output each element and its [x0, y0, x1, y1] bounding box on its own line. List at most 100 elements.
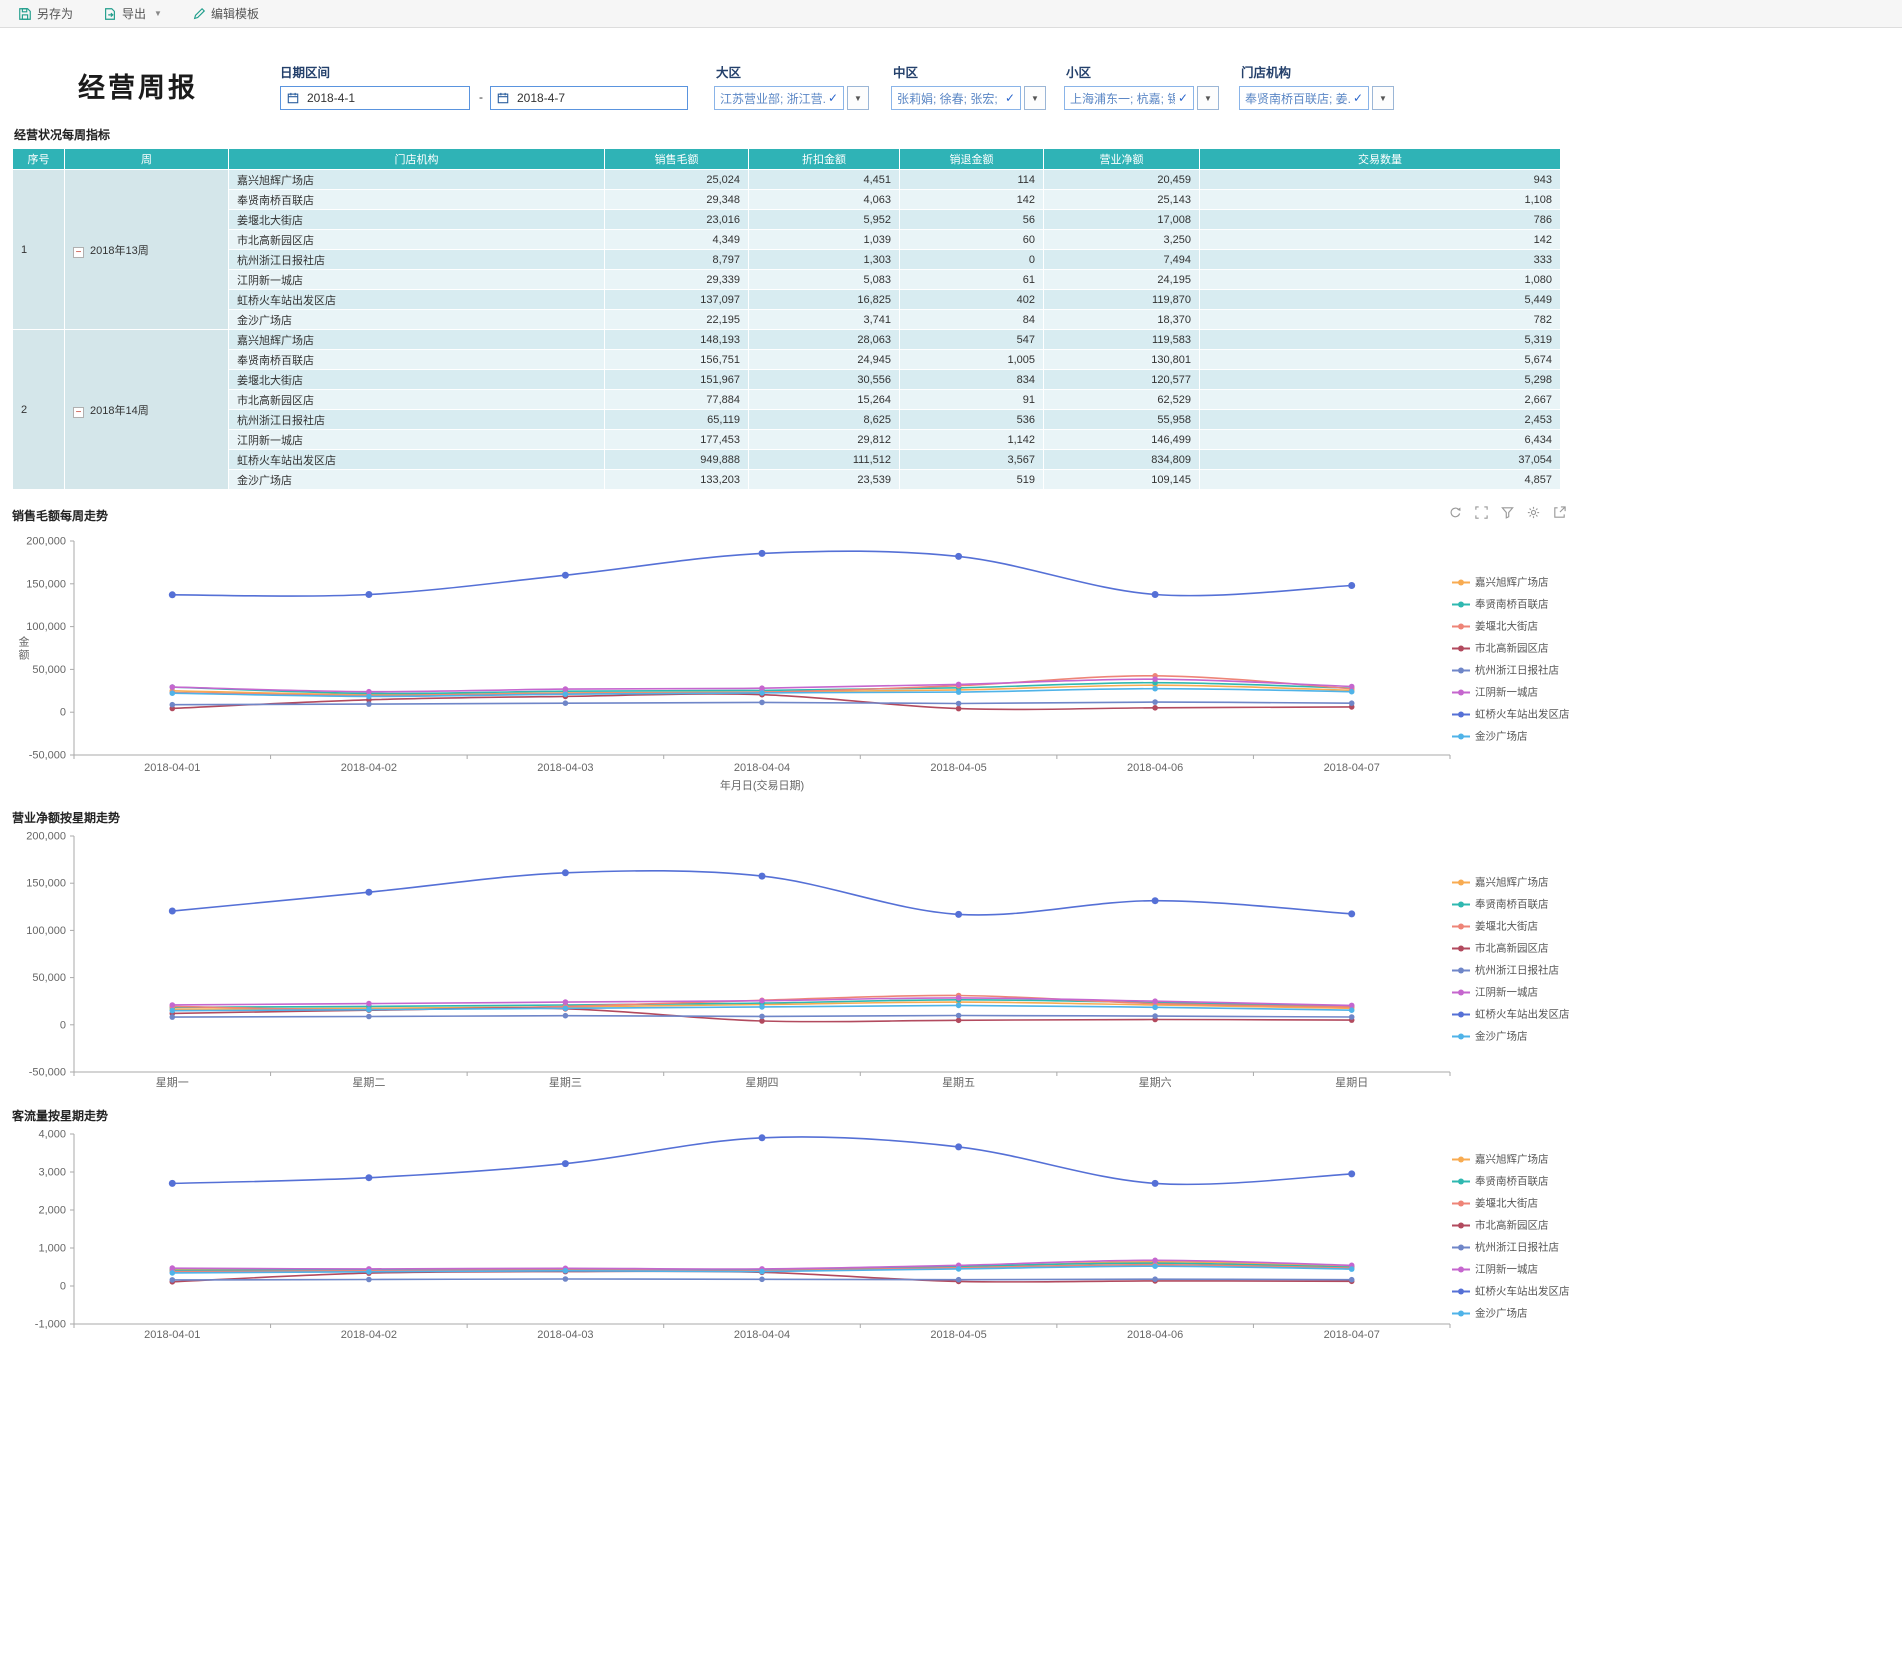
store-select[interactable]: 奉贤南桥百联店; 姜... ✓	[1239, 86, 1369, 110]
net-sales-cell: 17,008	[1043, 209, 1200, 230]
discount-cell: 4,063	[748, 189, 900, 210]
filter-icon[interactable]	[1500, 505, 1515, 525]
export-label: 导出	[122, 7, 147, 21]
transactions-cell: 2,453	[1199, 409, 1561, 430]
check-icon: ✓	[827, 91, 838, 105]
col-store: 门店机构	[228, 148, 605, 170]
store-cell: 嘉兴旭辉广场店	[228, 169, 605, 190]
net-sales-cell: 20,459	[1043, 169, 1200, 190]
export-button[interactable]: 导出 ▼	[103, 5, 162, 22]
chart-title: 客流量按星期走势	[12, 1108, 109, 1123]
legend-marker-icon	[1452, 1265, 1470, 1273]
legend-label: 嘉兴旭辉广场店	[1475, 876, 1549, 889]
legend-item[interactable]: 虹桥火车站出发区店	[1452, 1007, 1592, 1022]
svg-text:0: 0	[60, 1281, 66, 1293]
save-icon	[19, 7, 31, 20]
gross-sales-cell: 23,016	[604, 209, 749, 230]
legend-item[interactable]: 奉贤南桥百联店	[1452, 897, 1592, 912]
legend-label: 江阴新一城店	[1475, 1263, 1538, 1276]
legend-item[interactable]: 杭州浙江日报社店	[1452, 663, 1592, 678]
legend-label: 杭州浙江日报社店	[1475, 664, 1559, 677]
region-dropdown-button[interactable]: ▼	[847, 86, 869, 110]
returns-cell: 1,005	[899, 349, 1044, 370]
collapse-icon[interactable]: −	[73, 246, 84, 258]
legend-item[interactable]: 姜堰北大街店	[1452, 619, 1592, 634]
net-sales-line-chart[interactable]: -50,000 0 50,000 100,000 150,000 200,000 星期一 星期…	[12, 828, 1457, 1090]
gross-sales-cell: 65,119	[604, 409, 749, 430]
svg-text:星期日: 星期日	[1335, 1076, 1368, 1089]
traffic-line-chart[interactable]: -1,000 0 1,000 2,000 3,000 4,000 2018-04-01 201…	[12, 1126, 1457, 1346]
transactions-cell: 1,080	[1199, 269, 1561, 290]
region-select[interactable]: 江苏营业部; 浙江营... ✓	[714, 86, 844, 110]
table-header: 序号 周 门店机构 销售毛额 折扣金额 销退金额 营业净额 交易数量	[12, 148, 1561, 170]
svg-text:金: 金	[19, 635, 30, 649]
gear-icon[interactable]	[1526, 505, 1541, 525]
refresh-icon[interactable]	[1448, 505, 1463, 525]
legend-item[interactable]: 杭州浙江日报社店	[1452, 963, 1592, 978]
midzone-select[interactable]: 张莉娟; 徐春; 张宏; ... ✓	[891, 86, 1021, 110]
midzone-select-group: 张莉娟; 徐春; 张宏; ... ✓ ▼	[891, 86, 1046, 110]
edit-template-button[interactable]: 编辑模板	[192, 5, 259, 22]
legend-item[interactable]: 江阴新一城店	[1452, 1262, 1592, 1277]
fullscreen-icon[interactable]	[1474, 505, 1489, 525]
store-dropdown-button[interactable]: ▼	[1372, 86, 1394, 110]
subzone-select[interactable]: 上海浦东一; 杭嘉; 锡... ✓	[1064, 86, 1194, 110]
legend-label: 金沙广场店	[1475, 1030, 1528, 1043]
check-icon: ✓	[1004, 91, 1015, 105]
chart-legend: 嘉兴旭辉广场店 奉贤南桥百联店 姜堰北大街店 市北高新园区店 杭州浙江日报社店江阴新一城…	[1452, 1152, 1592, 1321]
export-chart-icon[interactable]	[1552, 505, 1567, 525]
date-from-field[interactable]	[280, 86, 470, 110]
date-to-input[interactable]	[515, 90, 681, 106]
legend-item[interactable]: 嘉兴旭辉广场店	[1452, 875, 1592, 890]
legend-item[interactable]: 姜堰北大街店	[1452, 919, 1592, 934]
legend-item[interactable]: 姜堰北大街店	[1452, 1196, 1592, 1211]
returns-cell: 1,142	[899, 429, 1044, 450]
legend-item[interactable]: 金沙广场店	[1452, 1029, 1592, 1044]
date-from-input[interactable]	[305, 90, 463, 106]
collapse-icon[interactable]: −	[73, 406, 84, 418]
legend-marker-icon	[1452, 1287, 1470, 1295]
save-as-button[interactable]: 另存为	[18, 5, 73, 22]
legend-item[interactable]: 江阴新一城店	[1452, 985, 1592, 1000]
legend-item[interactable]: 虹桥火车站出发区店	[1452, 1284, 1592, 1299]
legend-item[interactable]: 奉贤南桥百联店	[1452, 1174, 1592, 1189]
page-title: 经营周报	[78, 73, 198, 103]
legend-item[interactable]: 市北高新园区店	[1452, 941, 1592, 956]
transactions-cell: 1,108	[1199, 189, 1561, 210]
calendar-icon	[287, 92, 299, 104]
chart-gross-sales-section: 销售毛额每周走势 -50,000 0 50,000 100,000 150,000 200…	[12, 504, 1580, 792]
legend-item[interactable]: 市北高新园区店	[1452, 641, 1592, 656]
svg-text:150,000: 150,000	[26, 878, 66, 890]
svg-text:200,000: 200,000	[26, 831, 66, 843]
svg-text:0: 0	[60, 1019, 66, 1031]
legend-marker-icon	[1452, 966, 1470, 974]
legend-item[interactable]: 江阴新一城店	[1452, 685, 1592, 700]
date-to-field[interactable]	[490, 86, 688, 110]
legend-item[interactable]: 虹桥火车站出发区店	[1452, 707, 1592, 722]
legend-item[interactable]: 市北高新园区店	[1452, 1218, 1592, 1233]
table-title: 经营状况每周指标	[14, 128, 111, 142]
store-cell: 江阴新一城店	[228, 429, 605, 450]
legend-item[interactable]: 奉贤南桥百联店	[1452, 597, 1592, 612]
midzone-dropdown-button[interactable]: ▼	[1024, 86, 1046, 110]
net-sales-cell: 119,583	[1043, 329, 1200, 350]
legend-item[interactable]: 嘉兴旭辉广场店	[1452, 1152, 1592, 1167]
chart-legend: 嘉兴旭辉广场店 奉贤南桥百联店 姜堰北大街店 市北高新园区店杭州浙江日报社店江阴新一城…	[1452, 575, 1592, 744]
subzone-dropdown-button[interactable]: ▼	[1197, 86, 1219, 110]
legend-item[interactable]: 金沙广场店	[1452, 1306, 1592, 1321]
gross-sales-line-chart[interactable]: -50,000 0 50,000 100,000 150,000 200,000 2018-…	[12, 526, 1457, 792]
returns-cell: 0	[899, 249, 1044, 270]
legend-item[interactable]: 杭州浙江日报社店	[1452, 1240, 1592, 1255]
svg-text:2018-04-01: 2018-04-01	[144, 1329, 200, 1341]
gross-sales-cell: 77,884	[604, 389, 749, 410]
discount-cell: 15,264	[748, 389, 900, 410]
legend-item[interactable]: 嘉兴旭辉广场店	[1452, 575, 1592, 590]
legend-label: 姜堰北大街店	[1475, 920, 1538, 933]
legend-item[interactable]: 金沙广场店	[1452, 729, 1592, 744]
table-row: 金沙广场店 22,195 3,741 84 18,370 782	[13, 309, 1561, 330]
legend-label: 市北高新园区店	[1475, 942, 1549, 955]
col-week: 周	[64, 148, 229, 170]
chevron-down-icon: ▼	[854, 93, 862, 103]
metrics-table: 序号 周 门店机构 销售毛额 折扣金额 销退金额 营业净额 交易数量 1−201…	[12, 148, 1561, 490]
col-net: 营业净额	[1043, 148, 1200, 170]
